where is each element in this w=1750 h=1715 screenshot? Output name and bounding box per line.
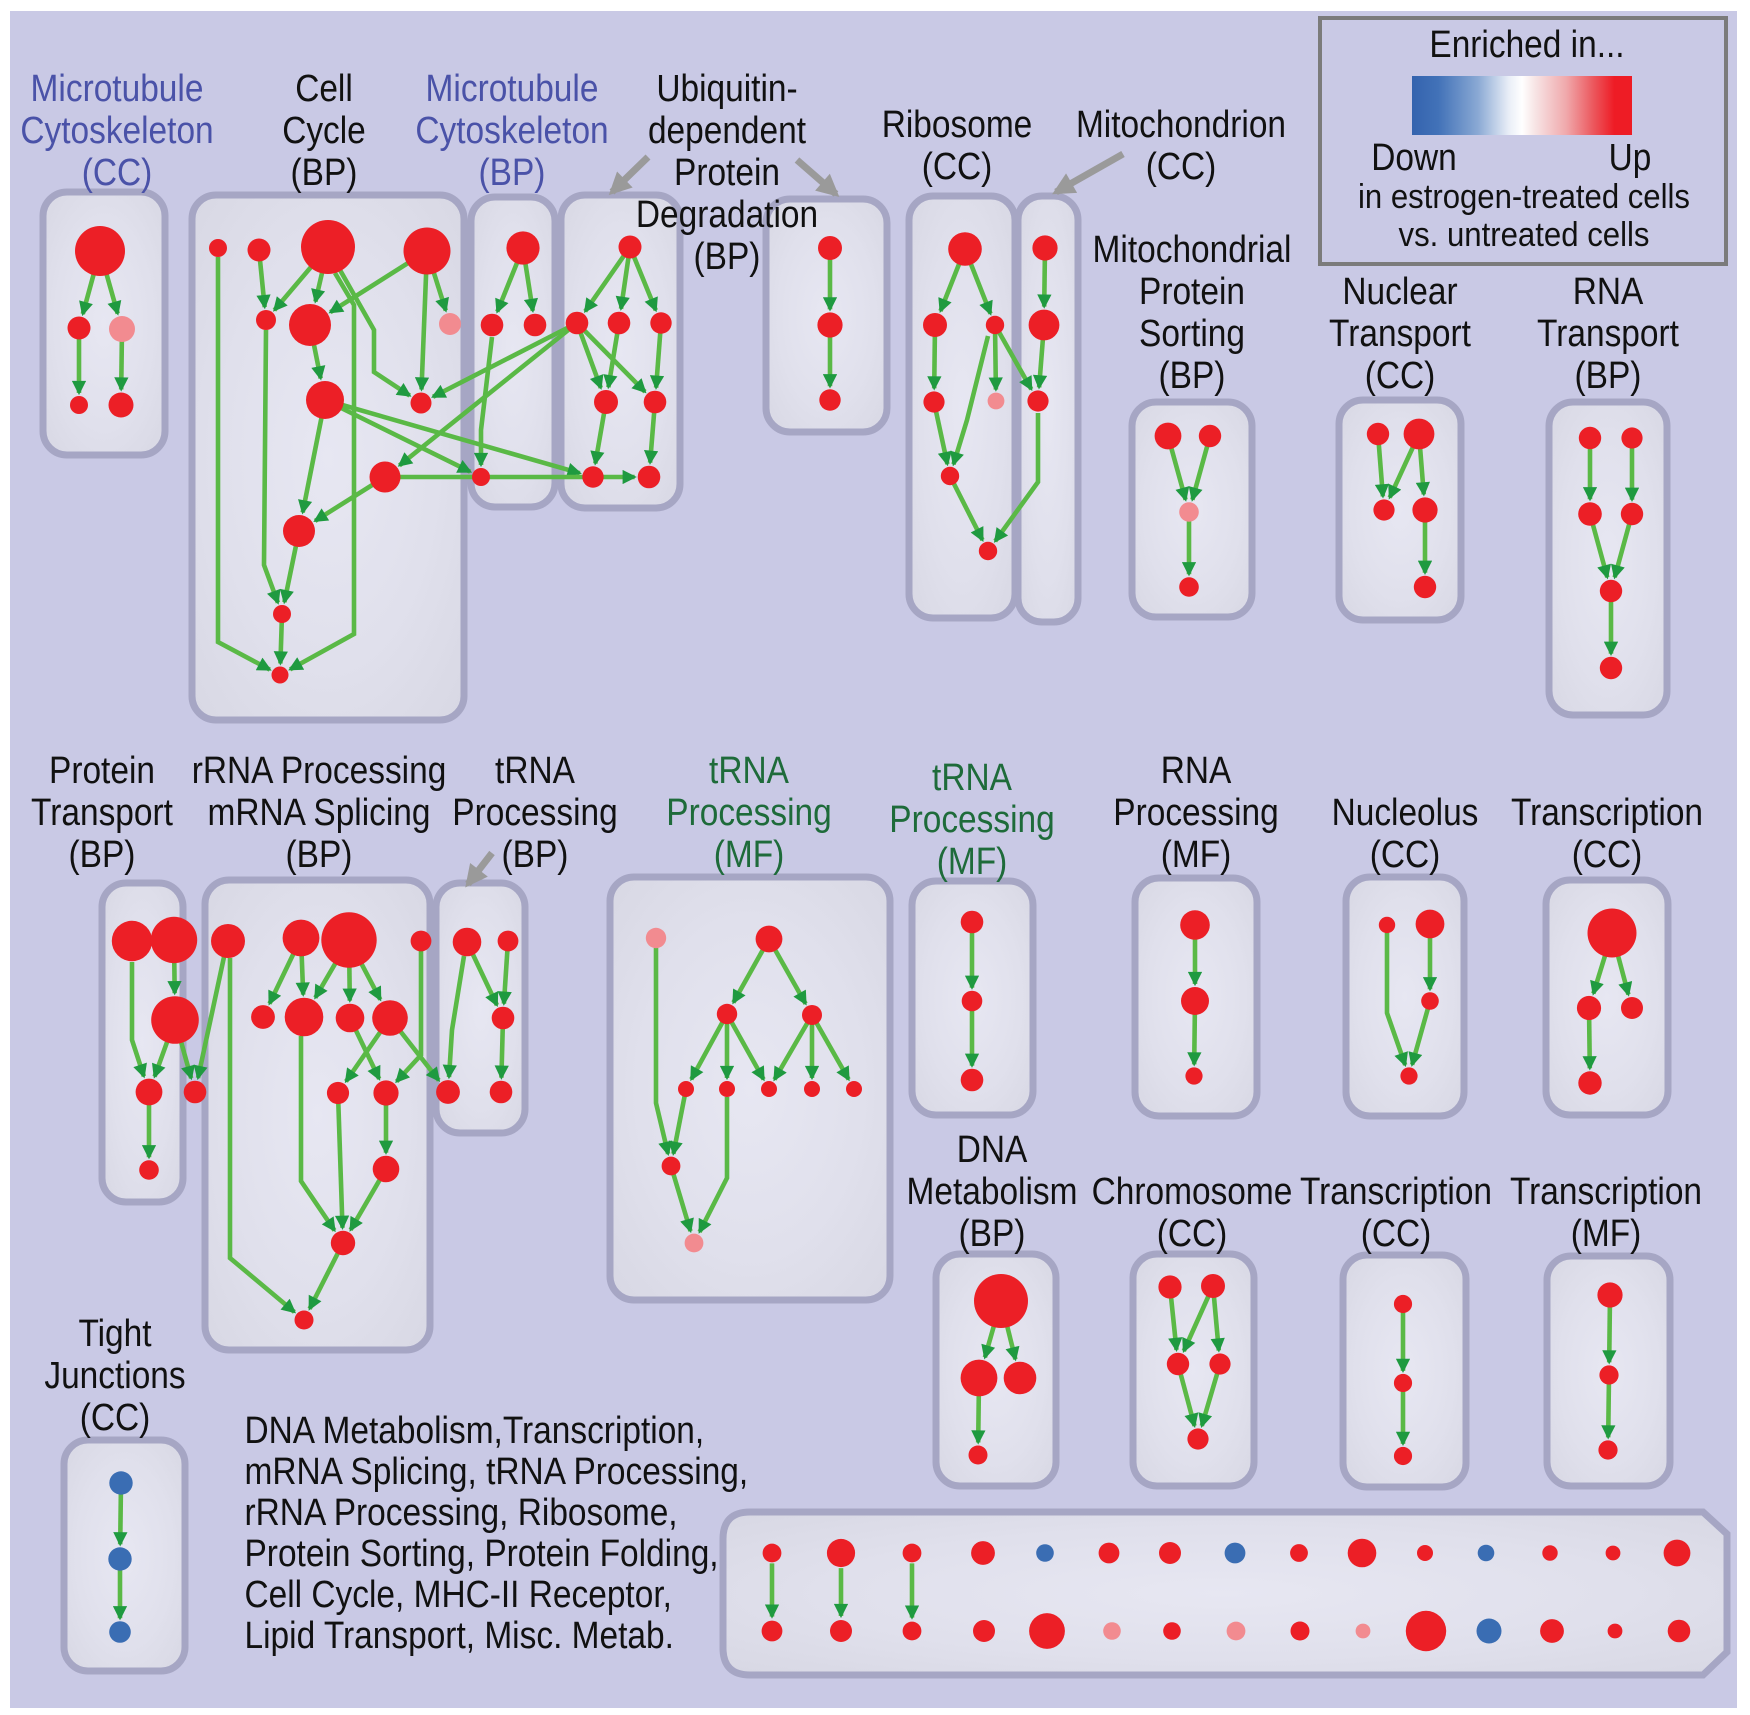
svg-text:mRNA Splicing: mRNA Splicing [208,792,431,834]
svg-text:Degradation: Degradation [636,194,818,236]
svg-text:(CC): (CC) [80,1397,151,1439]
svg-text:in estrogen-treated cells: in estrogen-treated cells [1358,178,1690,216]
svg-text:Mitochondrial: Mitochondrial [1093,229,1292,271]
svg-text:(CC): (CC) [1370,834,1441,876]
svg-text:Protein Sorting, Protein Foldi: Protein Sorting, Protein Folding, [245,1533,719,1575]
svg-text:(CC): (CC) [1157,1213,1228,1255]
svg-text:(CC): (CC) [1365,355,1436,397]
svg-text:(MF): (MF) [1161,834,1232,876]
svg-text:Enriched in...: Enriched in... [1429,24,1624,66]
svg-text:(BP): (BP) [1575,355,1642,397]
svg-text:(BP): (BP) [479,152,546,194]
svg-text:tRNA: tRNA [709,750,789,792]
svg-text:(BP): (BP) [1159,355,1226,397]
svg-text:Transport: Transport [31,792,173,834]
svg-text:Chromosome: Chromosome [1092,1171,1293,1213]
svg-text:Down: Down [1371,137,1457,179]
svg-text:Transcription: Transcription [1511,792,1703,834]
svg-text:Ubiquitin-: Ubiquitin- [656,68,797,110]
svg-text:RNA: RNA [1573,271,1644,313]
svg-text:(BP): (BP) [502,834,569,876]
svg-text:tRNA: tRNA [932,757,1012,799]
svg-text:Transcription: Transcription [1510,1171,1702,1213]
svg-text:rRNA Processing, Ribosome,: rRNA Processing, Ribosome, [245,1492,678,1534]
svg-text:(CC): (CC) [1361,1213,1432,1255]
svg-text:Up: Up [1609,137,1652,179]
svg-text:Processing: Processing [1113,792,1278,834]
svg-text:Transport: Transport [1329,313,1471,355]
svg-text:(CC): (CC) [922,146,993,188]
svg-text:(BP): (BP) [959,1213,1026,1255]
svg-text:Cytoskeleton: Cytoskeleton [415,110,608,152]
svg-text:vs. untreated cells: vs. untreated cells [1399,216,1650,254]
svg-text:mRNA Splicing, tRNA Processing: mRNA Splicing, tRNA Processing, [245,1451,749,1493]
svg-text:Sorting: Sorting [1139,313,1245,355]
svg-text:Nucleolus: Nucleolus [1332,792,1479,834]
svg-text:Nuclear: Nuclear [1342,271,1457,313]
svg-text:(BP): (BP) [291,152,358,194]
svg-text:Processing: Processing [666,792,831,834]
svg-text:Cycle: Cycle [282,110,366,152]
svg-text:Processing: Processing [889,799,1054,841]
svg-text:Microtubule: Microtubule [426,68,599,110]
svg-text:(BP): (BP) [69,834,136,876]
svg-text:DNA: DNA [957,1129,1028,1171]
svg-text:(BP): (BP) [286,834,353,876]
svg-text:Cell Cycle, MHC-II Receptor,: Cell Cycle, MHC-II Receptor, [245,1574,672,1616]
svg-text:rRNA Processing: rRNA Processing [192,750,447,792]
svg-text:(MF): (MF) [714,834,785,876]
svg-text:Ribosome: Ribosome [882,104,1033,146]
svg-text:Protein: Protein [674,152,780,194]
svg-text:Transport: Transport [1537,313,1679,355]
svg-text:(CC): (CC) [82,152,153,194]
svg-text:(MF): (MF) [937,841,1008,883]
svg-text:Transcription: Transcription [1300,1171,1492,1213]
svg-text:Protein: Protein [1139,271,1245,313]
svg-text:Lipid Transport, Misc. Metab.: Lipid Transport, Misc. Metab. [245,1615,674,1657]
svg-text:(MF): (MF) [1571,1213,1642,1255]
svg-text:Processing: Processing [452,792,617,834]
svg-text:dependent: dependent [648,110,806,152]
svg-text:(CC): (CC) [1572,834,1643,876]
svg-text:(CC): (CC) [1146,146,1217,188]
svg-text:Protein: Protein [49,750,155,792]
svg-text:Cell: Cell [295,68,353,110]
svg-text:Tight: Tight [78,1313,151,1355]
svg-text:RNA: RNA [1161,750,1232,792]
svg-text:Cytoskeleton: Cytoskeleton [20,110,213,152]
svg-text:Junctions: Junctions [44,1355,185,1397]
svg-text:DNA Metabolism,Transcription,: DNA Metabolism,Transcription, [245,1410,705,1452]
svg-text:Metabolism: Metabolism [907,1171,1078,1213]
svg-text:tRNA: tRNA [495,750,575,792]
svg-text:Mitochondrion: Mitochondrion [1076,104,1286,146]
svg-text:(BP): (BP) [694,236,761,278]
svg-text:Microtubule: Microtubule [31,68,204,110]
